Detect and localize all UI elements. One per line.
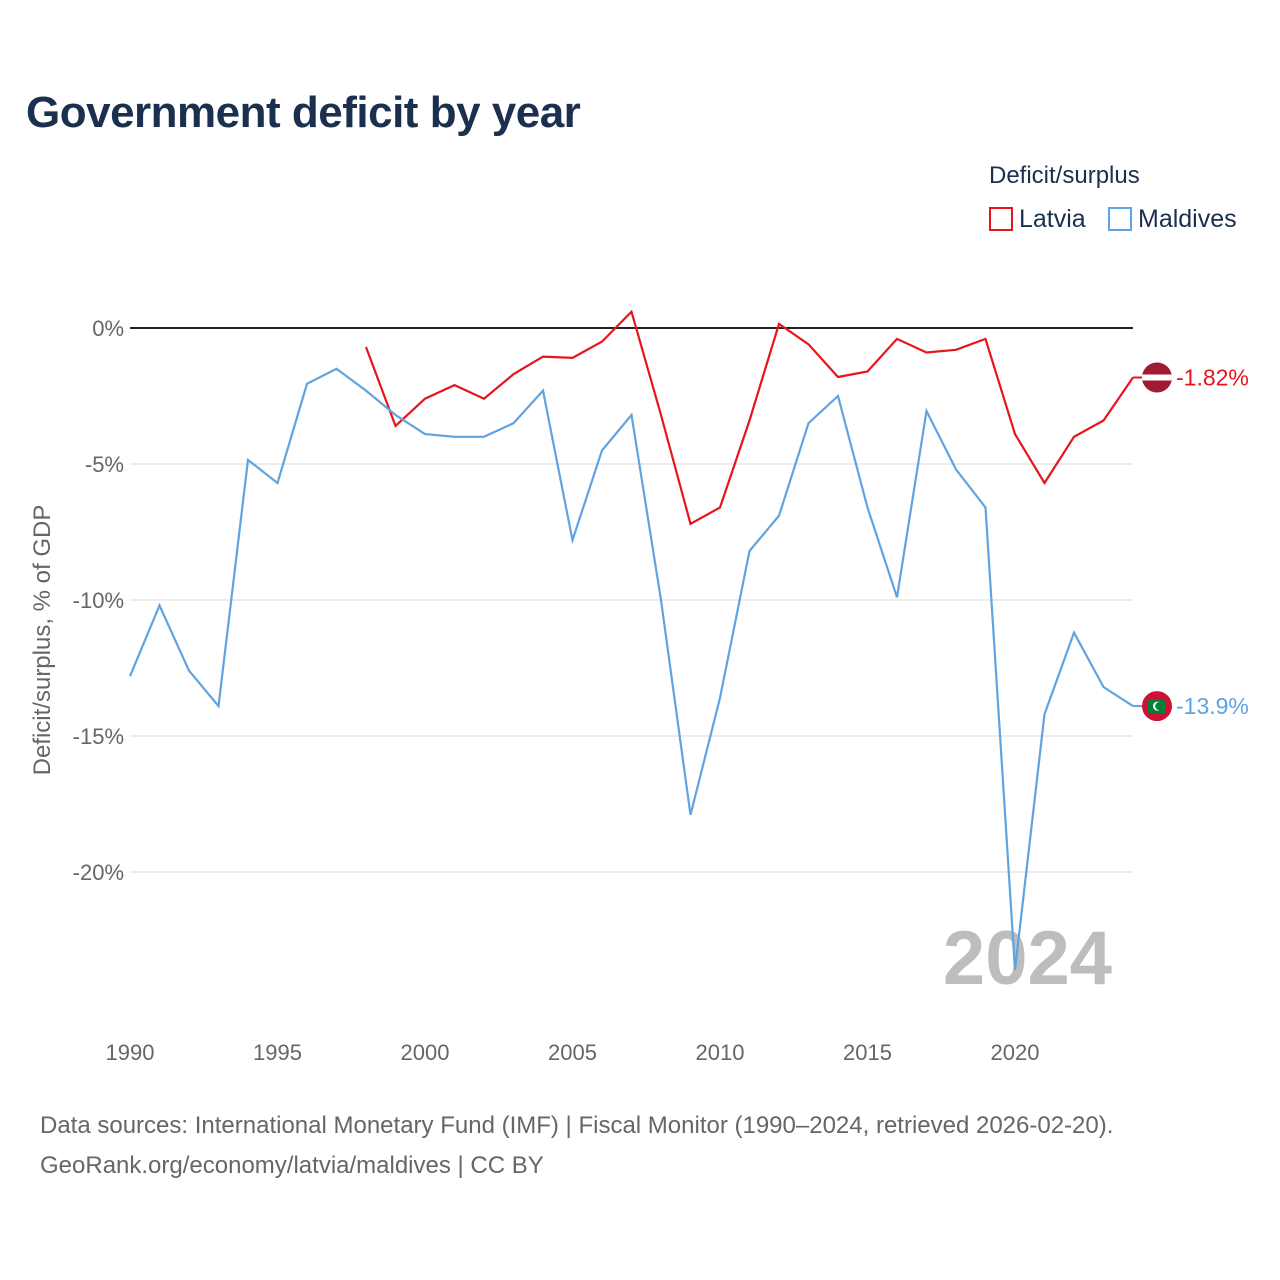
legend-label-latvia: Latvia bbox=[1019, 204, 1086, 233]
end-value-label-maldives: -13.9% bbox=[1176, 693, 1249, 719]
legend-item-latvia[interactable]: Latvia bbox=[989, 204, 1086, 234]
chart-title: Government deficit by year bbox=[26, 88, 581, 137]
legend-item-maldives[interactable]: Maldives bbox=[1108, 204, 1237, 234]
x-tick-label: 1995 bbox=[253, 1040, 302, 1065]
series-line-maldives[interactable] bbox=[128, 367, 1134, 971]
x-tick-label: 2015 bbox=[843, 1040, 892, 1065]
flag-maldives-icon bbox=[1142, 691, 1172, 722]
year-watermark: 2024 bbox=[943, 916, 1112, 1001]
y-tick-label: -10% bbox=[73, 588, 124, 613]
x-tick-label: 2010 bbox=[696, 1040, 745, 1065]
y-tick-label: -5% bbox=[85, 452, 124, 477]
legend-swatch-latvia bbox=[989, 207, 1013, 231]
endpoint-layer: -1.82% -13.9% bbox=[1133, 362, 1249, 722]
legend-label-maldives: Maldives bbox=[1138, 204, 1237, 233]
x-tick-label: 2005 bbox=[548, 1040, 597, 1065]
source-note: Data sources: International Monetary Fun… bbox=[40, 1106, 1113, 1186]
axis-layer: 0% -5% -10% -15% -20% 1990 1995 2000 2005 2010 201… bbox=[73, 316, 1040, 1065]
y-tick-label: -20% bbox=[73, 860, 124, 885]
series-layer bbox=[128, 309, 1134, 971]
source-line-1: Data sources: International Monetary Fun… bbox=[40, 1112, 1114, 1139]
source-line-2[interactable]: GeoRank.org/economy/latvia/maldives | CC… bbox=[40, 1152, 544, 1179]
legend-title: Deficit/surplus bbox=[989, 162, 1140, 189]
y-axis-label: Deficit/surplus, % of GDP bbox=[29, 505, 56, 776]
x-tick-label: 1990 bbox=[106, 1040, 155, 1065]
legend-swatch-maldives bbox=[1108, 207, 1132, 231]
x-tick-label: 2000 bbox=[401, 1040, 450, 1065]
y-tick-label: -15% bbox=[73, 724, 124, 749]
flag-latvia-icon bbox=[1142, 362, 1172, 393]
series-line-latvia[interactable] bbox=[364, 309, 1134, 526]
x-tick-label: 2020 bbox=[991, 1040, 1040, 1065]
y-tick-label: 0% bbox=[92, 316, 124, 341]
end-value-label-latvia: -1.82% bbox=[1176, 365, 1249, 391]
grid-layer bbox=[130, 327, 1133, 873]
